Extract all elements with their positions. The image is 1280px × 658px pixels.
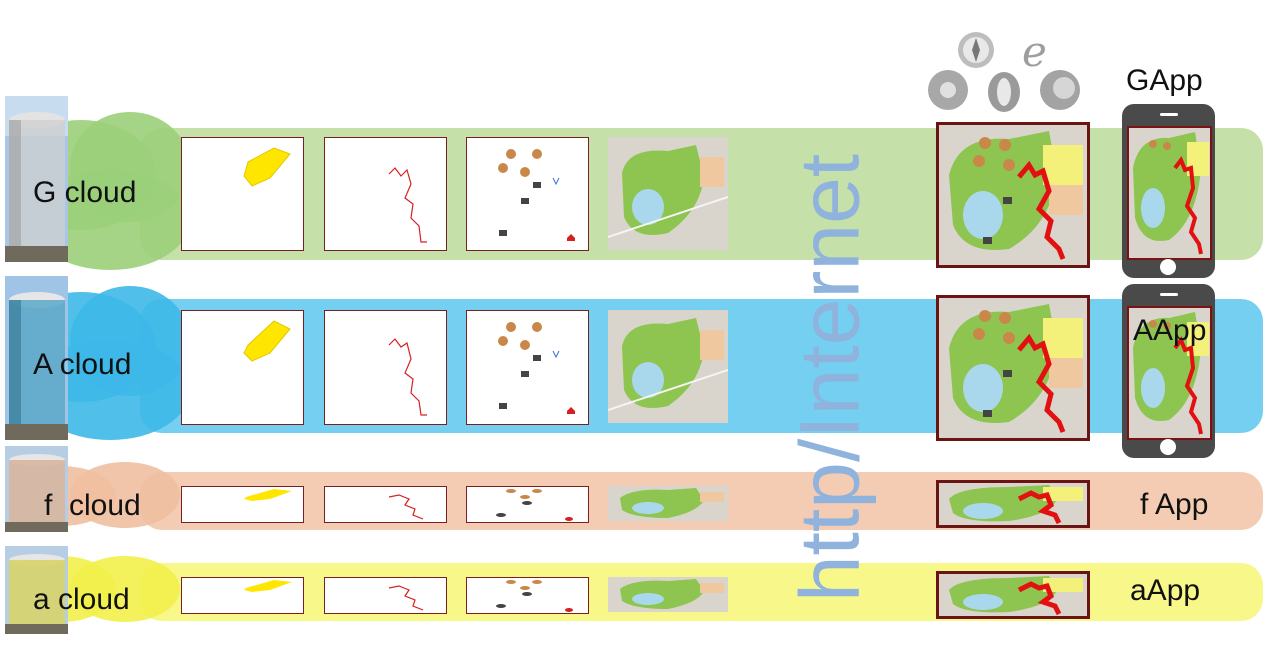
a-basemap-layer [608,310,728,423]
a-lower-route-layer [324,577,447,614]
f-poi-layer [466,486,589,523]
internet-explorer-icon: e [1022,27,1047,76]
g-route-layer [324,137,447,251]
g-cloud-label: G cloud [33,176,137,209]
speaker-icon [1160,113,1178,116]
a-lower-poi-layer [466,577,589,614]
f-storage-tank-photo [5,446,68,532]
a-lower-app-label: aApp [1130,574,1201,607]
f-output-map [936,480,1090,528]
svg-text:e: e [1022,28,1047,76]
a-output-map [936,295,1090,441]
browser-icons-group: e [926,27,1086,114]
a-poi-layer [466,310,589,425]
firefox-icon [1040,70,1080,110]
g-phone-screen-map [1127,126,1212,260]
g-smartphone [1122,104,1215,278]
a-storage-tank-photo [5,276,68,440]
g-polygon-layer [181,137,304,251]
home-button-icon[interactable] [1160,439,1176,455]
f-basemap-layer [608,486,728,521]
a-smartphone [1122,284,1215,458]
g-storage-tank-photo [5,96,68,262]
f-cloud-label: f cloud [44,489,141,522]
g-app-label: GApp [1126,64,1203,97]
g-output-map [936,122,1090,268]
opera-icon [988,72,1020,112]
a-route-layer [324,310,447,425]
safari-icon [958,32,994,68]
a-cloud-label: A cloud [33,348,132,381]
a-lower-basemap-layer [608,577,728,612]
a-polygon-layer [181,310,304,425]
chrome-icon [928,70,968,110]
f-polygon-layer [181,486,304,523]
g-poi-layer [466,137,589,251]
a-lower-polygon-layer [181,577,304,614]
f-app-label: f App [1140,488,1209,521]
speaker-icon [1160,293,1178,296]
a-lower-output-map [936,571,1090,619]
f-route-layer [324,486,447,523]
a-lower-storage-tank-photo [5,546,68,634]
home-button-icon[interactable] [1160,259,1176,275]
http-internet-label: http/Internet [782,153,877,603]
a-lower-cloud-label: a cloud [33,583,130,616]
a-app-label: AApp [1133,314,1207,347]
g-basemap-layer [608,137,728,250]
a-phone-screen-map [1127,306,1212,440]
